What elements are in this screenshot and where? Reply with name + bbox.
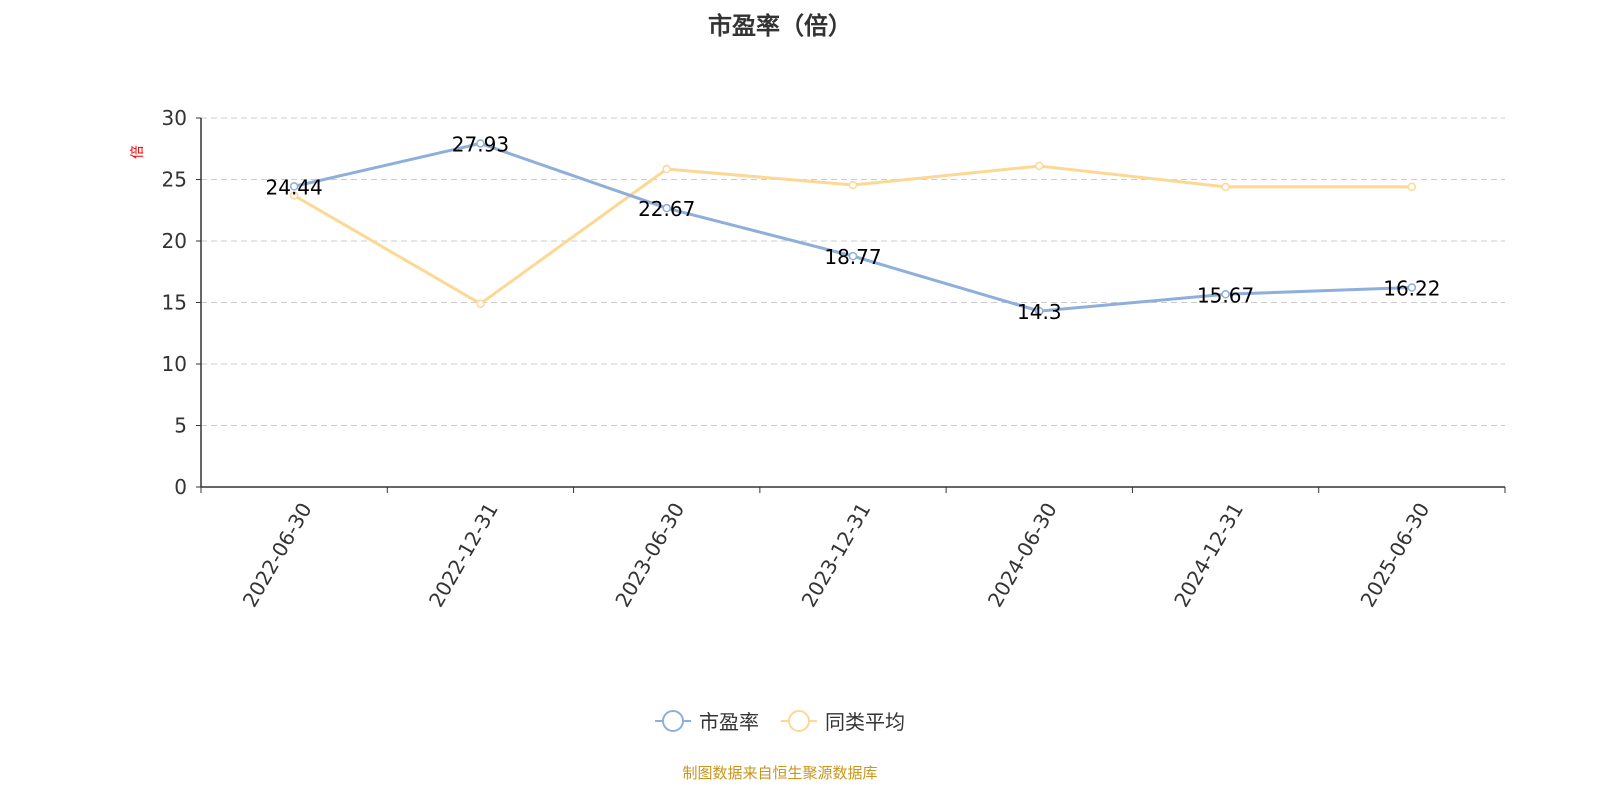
data-point: [1221, 182, 1230, 192]
x-tick-label: 2022-12-31: [424, 499, 503, 612]
data-point: [289, 182, 299, 191]
y-axis-label: 倍: [130, 145, 146, 159]
data-label: 14.3: [1017, 300, 1062, 324]
data-point: [1407, 283, 1417, 292]
data-point: [476, 299, 485, 308]
legend-marker-icon: [781, 709, 817, 732]
data-point: [1221, 290, 1230, 299]
x-tick-label: 2023-12-31: [797, 499, 876, 612]
data-label: 22.67: [638, 197, 695, 221]
data-label: 16.22: [1383, 276, 1440, 300]
data-source-note: 制图数据来自恒生聚源数据库: [682, 764, 878, 782]
data-point: [289, 191, 299, 200]
data-point: [662, 164, 671, 174]
data-point: [848, 180, 858, 190]
chart-title: 市盈率（倍）: [708, 12, 852, 40]
legend-label: 市盈率: [699, 710, 759, 734]
data-label: 27.93: [452, 132, 509, 156]
legend-label: 同类平均: [825, 710, 905, 734]
legend: 市盈率 同类平均: [0, 706, 1560, 735]
data-point: [476, 139, 485, 148]
x-tick-label: 2022-06-30: [238, 499, 317, 612]
x-tick-label: 2023-06-30: [610, 499, 689, 612]
y-tick-label: 15: [162, 291, 187, 315]
data-point: [1035, 306, 1044, 316]
data-point: [662, 203, 671, 213]
y-tick-label: 30: [162, 106, 187, 130]
data-point: [1407, 182, 1417, 192]
legend-marker-icon: [655, 709, 691, 732]
data-point: [1035, 161, 1044, 171]
data-point: [848, 251, 858, 261]
data-label: 18.77: [824, 245, 881, 269]
x-tick-label: 2024-06-30: [983, 499, 1062, 612]
data-label: 24.44: [266, 175, 323, 199]
legend-item-peer-average[interactable]: 同类平均: [781, 706, 905, 735]
data-label: 15.67: [1197, 283, 1254, 307]
y-tick-label: 20: [162, 229, 187, 253]
y-tick-label: 25: [162, 168, 187, 192]
x-tick-label: 2024-12-31: [1169, 499, 1248, 612]
y-tick-label: 10: [162, 352, 187, 376]
y-tick-label: 5: [174, 414, 187, 438]
legend-item-pe[interactable]: 市盈率: [655, 706, 759, 735]
y-tick-label: 0: [174, 475, 187, 499]
x-tick-label: 2025-06-30: [1355, 499, 1434, 612]
